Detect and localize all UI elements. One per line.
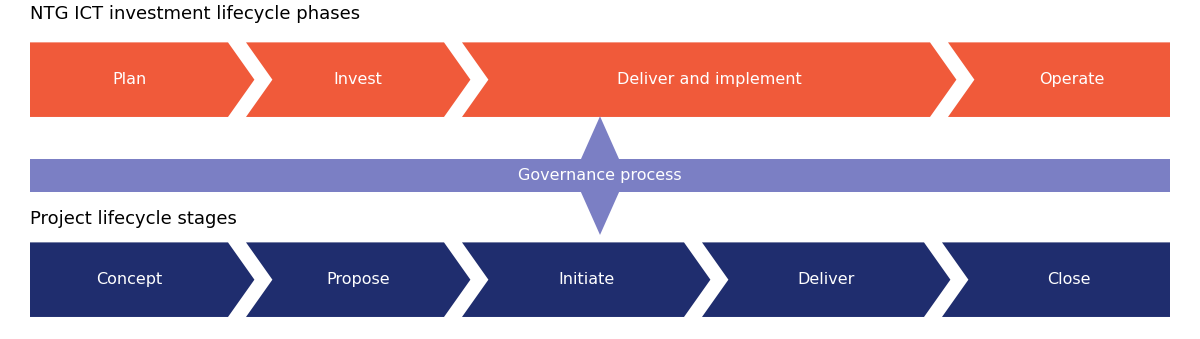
Text: Deliver and implement: Deliver and implement — [617, 72, 802, 87]
Polygon shape — [30, 159, 1170, 192]
Text: Deliver: Deliver — [798, 272, 854, 287]
Polygon shape — [30, 42, 254, 117]
Polygon shape — [30, 242, 254, 317]
Polygon shape — [462, 42, 956, 117]
Polygon shape — [246, 42, 470, 117]
Text: NTG ICT investment lifecycle phases: NTG ICT investment lifecycle phases — [30, 4, 360, 23]
Polygon shape — [702, 242, 950, 317]
Text: Plan: Plan — [112, 72, 146, 87]
Text: Propose: Propose — [326, 272, 390, 287]
Text: Close: Close — [1048, 272, 1091, 287]
Text: Initiate: Initiate — [558, 272, 614, 287]
Text: Invest: Invest — [334, 72, 383, 87]
Text: Operate: Operate — [1039, 72, 1105, 87]
Text: Concept: Concept — [96, 272, 162, 287]
Polygon shape — [246, 242, 470, 317]
Polygon shape — [462, 242, 710, 317]
Text: Project lifecycle stages: Project lifecycle stages — [30, 210, 236, 228]
Text: Governance process: Governance process — [518, 168, 682, 183]
Polygon shape — [942, 242, 1170, 317]
Polygon shape — [574, 116, 626, 235]
Polygon shape — [948, 42, 1170, 117]
